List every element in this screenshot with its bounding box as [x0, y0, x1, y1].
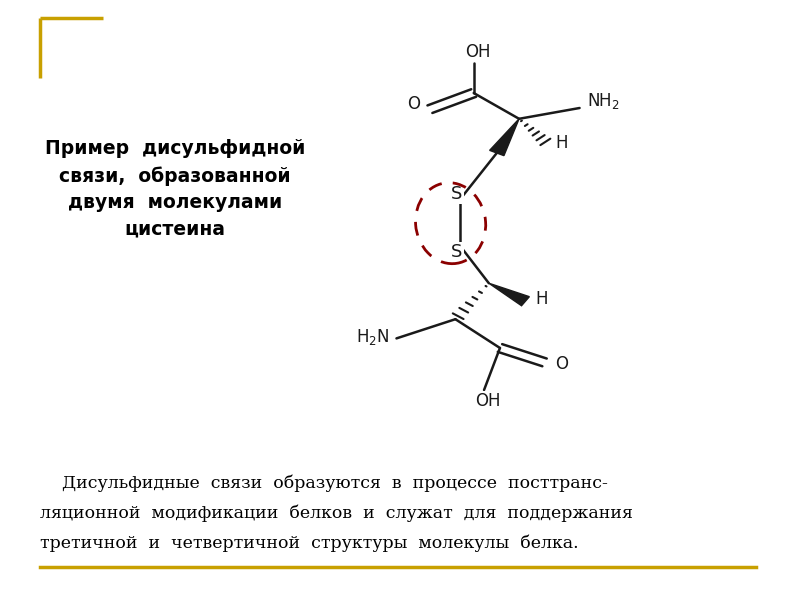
Text: H: H — [535, 290, 548, 308]
Polygon shape — [490, 119, 519, 155]
Text: H: H — [556, 134, 568, 152]
Text: Дисульфидные  связи  образуются  в  процессе  посттранс-: Дисульфидные связи образуются в процессе… — [40, 474, 608, 492]
Polygon shape — [489, 283, 530, 306]
Text: O: O — [407, 95, 421, 113]
Text: Пример  дисульфидной
связи,  образованной
двумя  молекулами
цистеина: Пример дисульфидной связи, образованной … — [45, 139, 306, 239]
Text: ляционной  модификации  белков  и  служат  для  поддержания: ляционной модификации белков и служат дл… — [40, 504, 633, 522]
Text: OH: OH — [475, 392, 501, 410]
Text: третичной  и  четвертичной  структуры  молекулы  белка.: третичной и четвертичной структуры молек… — [40, 534, 578, 552]
Text: O: O — [555, 355, 569, 373]
Text: NH$_2$: NH$_2$ — [587, 91, 620, 111]
Text: OH: OH — [465, 43, 490, 61]
Text: H$_2$N: H$_2$N — [356, 326, 390, 347]
Text: S: S — [451, 185, 462, 203]
Text: S: S — [451, 243, 462, 261]
